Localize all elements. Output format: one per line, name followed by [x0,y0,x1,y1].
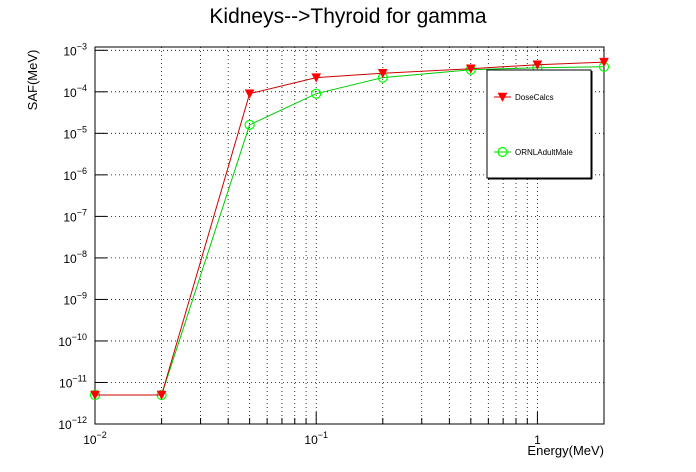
y-tick-label-exponent: −7 [77,207,87,217]
y-tick-label-exponent: −10 [72,332,87,342]
y-tick-label: 10−12 [58,415,87,432]
y-tick-label: 10−9 [63,290,87,307]
y-tick-label-exponent: −9 [77,290,87,300]
plot-frame [94,46,605,425]
y-tick-label-base: 10 [58,418,72,432]
y-tick-label: 10−4 [63,83,87,100]
data-point-marker [599,57,609,68]
x-tick-label: 10−1 [304,430,328,447]
series-layer [89,57,610,401]
y-tick-label-base: 10 [63,252,77,266]
y-tick-label: 10−3 [63,41,87,58]
data-point-marker [90,390,100,401]
y-tick-label-base: 10 [63,293,77,307]
x-tick-label-base: 1 [534,433,541,447]
legend-label: ORNLAdultMale [515,148,573,157]
x-tick-label-base: 10 [83,433,97,447]
y-tick-label-exponent: −4 [77,83,87,93]
y-tick-label: 10−11 [59,373,87,390]
y-tick-label-exponent: −8 [77,249,87,259]
data-point-marker [532,60,543,70]
y-tick-label-exponent: −6 [77,166,87,176]
y-tick-label-exponent: −11 [72,373,87,383]
y-tick-label-base: 10 [58,335,72,349]
x-tick-label: 10−2 [83,430,107,447]
y-tick-label-base: 10 [63,44,77,58]
data-point-marker [244,89,255,99]
y-tick-label-base: 10 [63,210,77,224]
data-point-marker [465,64,476,74]
legend: DoseCalcs ORNLAdultMale [486,69,593,180]
y-axis-title: SAF(MeV) [25,50,40,111]
y-tick-label-exponent: −3 [77,41,87,51]
legend-box [486,69,592,179]
y-tick-label-base: 10 [63,86,77,100]
legend-entry-ornladultmale: ORNLAdultMale [494,146,573,158]
series-dosecalcs [90,57,609,401]
x-axis-title: Energy(MeV) [527,443,604,458]
data-point-marker [377,68,388,79]
chart-title: Kidneys-->Thyroid for gamma [209,5,487,28]
data-point-marker [311,88,322,99]
y-tick-label: 10−7 [63,207,87,224]
data-point-marker [156,390,167,401]
data-point-marker [497,146,508,158]
y-tick-label: 10−8 [63,249,87,266]
data-point-marker [311,73,322,83]
y-tick-label: 10−6 [63,166,87,183]
legend-entry-dosecalcs: DoseCalcs [494,92,554,103]
x-tick-label-exponent: −1 [318,430,328,440]
y-tick-label-exponent: −12 [72,415,87,425]
x-tick-label: 1 [534,433,541,447]
y-tick-label-base: 10 [63,169,77,183]
y-tick-label-exponent: −5 [77,124,87,134]
data-point-marker [497,92,508,103]
y-tick-label-base: 10 [59,376,73,390]
y-tick-label: 10−5 [63,124,87,141]
y-tick-label: 10−10 [58,332,87,349]
x-tick-label-base: 10 [304,433,318,447]
series-line [95,66,605,396]
x-tick-label-exponent: −2 [97,430,107,440]
data-point-marker [244,119,255,130]
axes: 10−2 10−1 110−1210−1110−1010−910−810−710−6… [58,41,605,447]
series-line [95,61,605,396]
legend-label: DoseCalcs [515,93,554,102]
y-tick-label-base: 10 [63,127,77,141]
